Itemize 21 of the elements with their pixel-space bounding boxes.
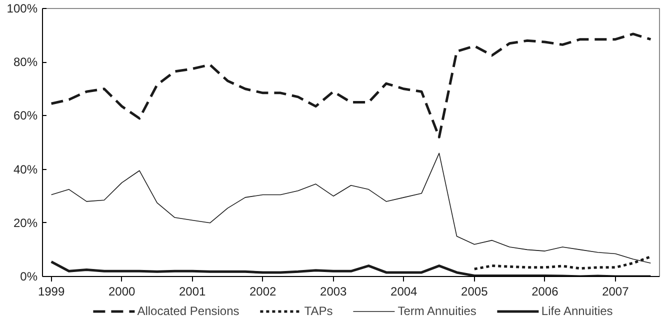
x-tick-label: 2004 — [390, 284, 418, 298]
y-tick-label: 80% — [13, 55, 38, 70]
x-tick-label: 2002 — [250, 284, 277, 298]
legend-label: Allocated Pensions — [137, 304, 240, 318]
x-tick-label: 1999 — [38, 284, 65, 298]
x-tick-label: 2007 — [602, 284, 630, 298]
x-tick-label: 2003 — [320, 284, 348, 298]
x-tick-label: 2006 — [532, 284, 559, 298]
y-tick-label: 40% — [13, 162, 38, 176]
legend-label: TAPs — [304, 304, 333, 318]
y-tick-label: 100% — [6, 2, 38, 16]
x-tick-label: 2001 — [178, 284, 206, 298]
x-tick-label: 2000 — [108, 284, 136, 298]
legend-label: Term Annuities — [398, 304, 476, 318]
y-tick-label: 20% — [13, 216, 38, 230]
x-tick-label: 2005 — [461, 284, 488, 298]
y-tick-label: 60% — [13, 108, 38, 123]
line-series — [50, 260, 652, 276]
y-tick-label: 0% — [20, 270, 38, 284]
line-series — [50, 32, 652, 138]
legend-label: Life Annuities — [541, 304, 613, 318]
